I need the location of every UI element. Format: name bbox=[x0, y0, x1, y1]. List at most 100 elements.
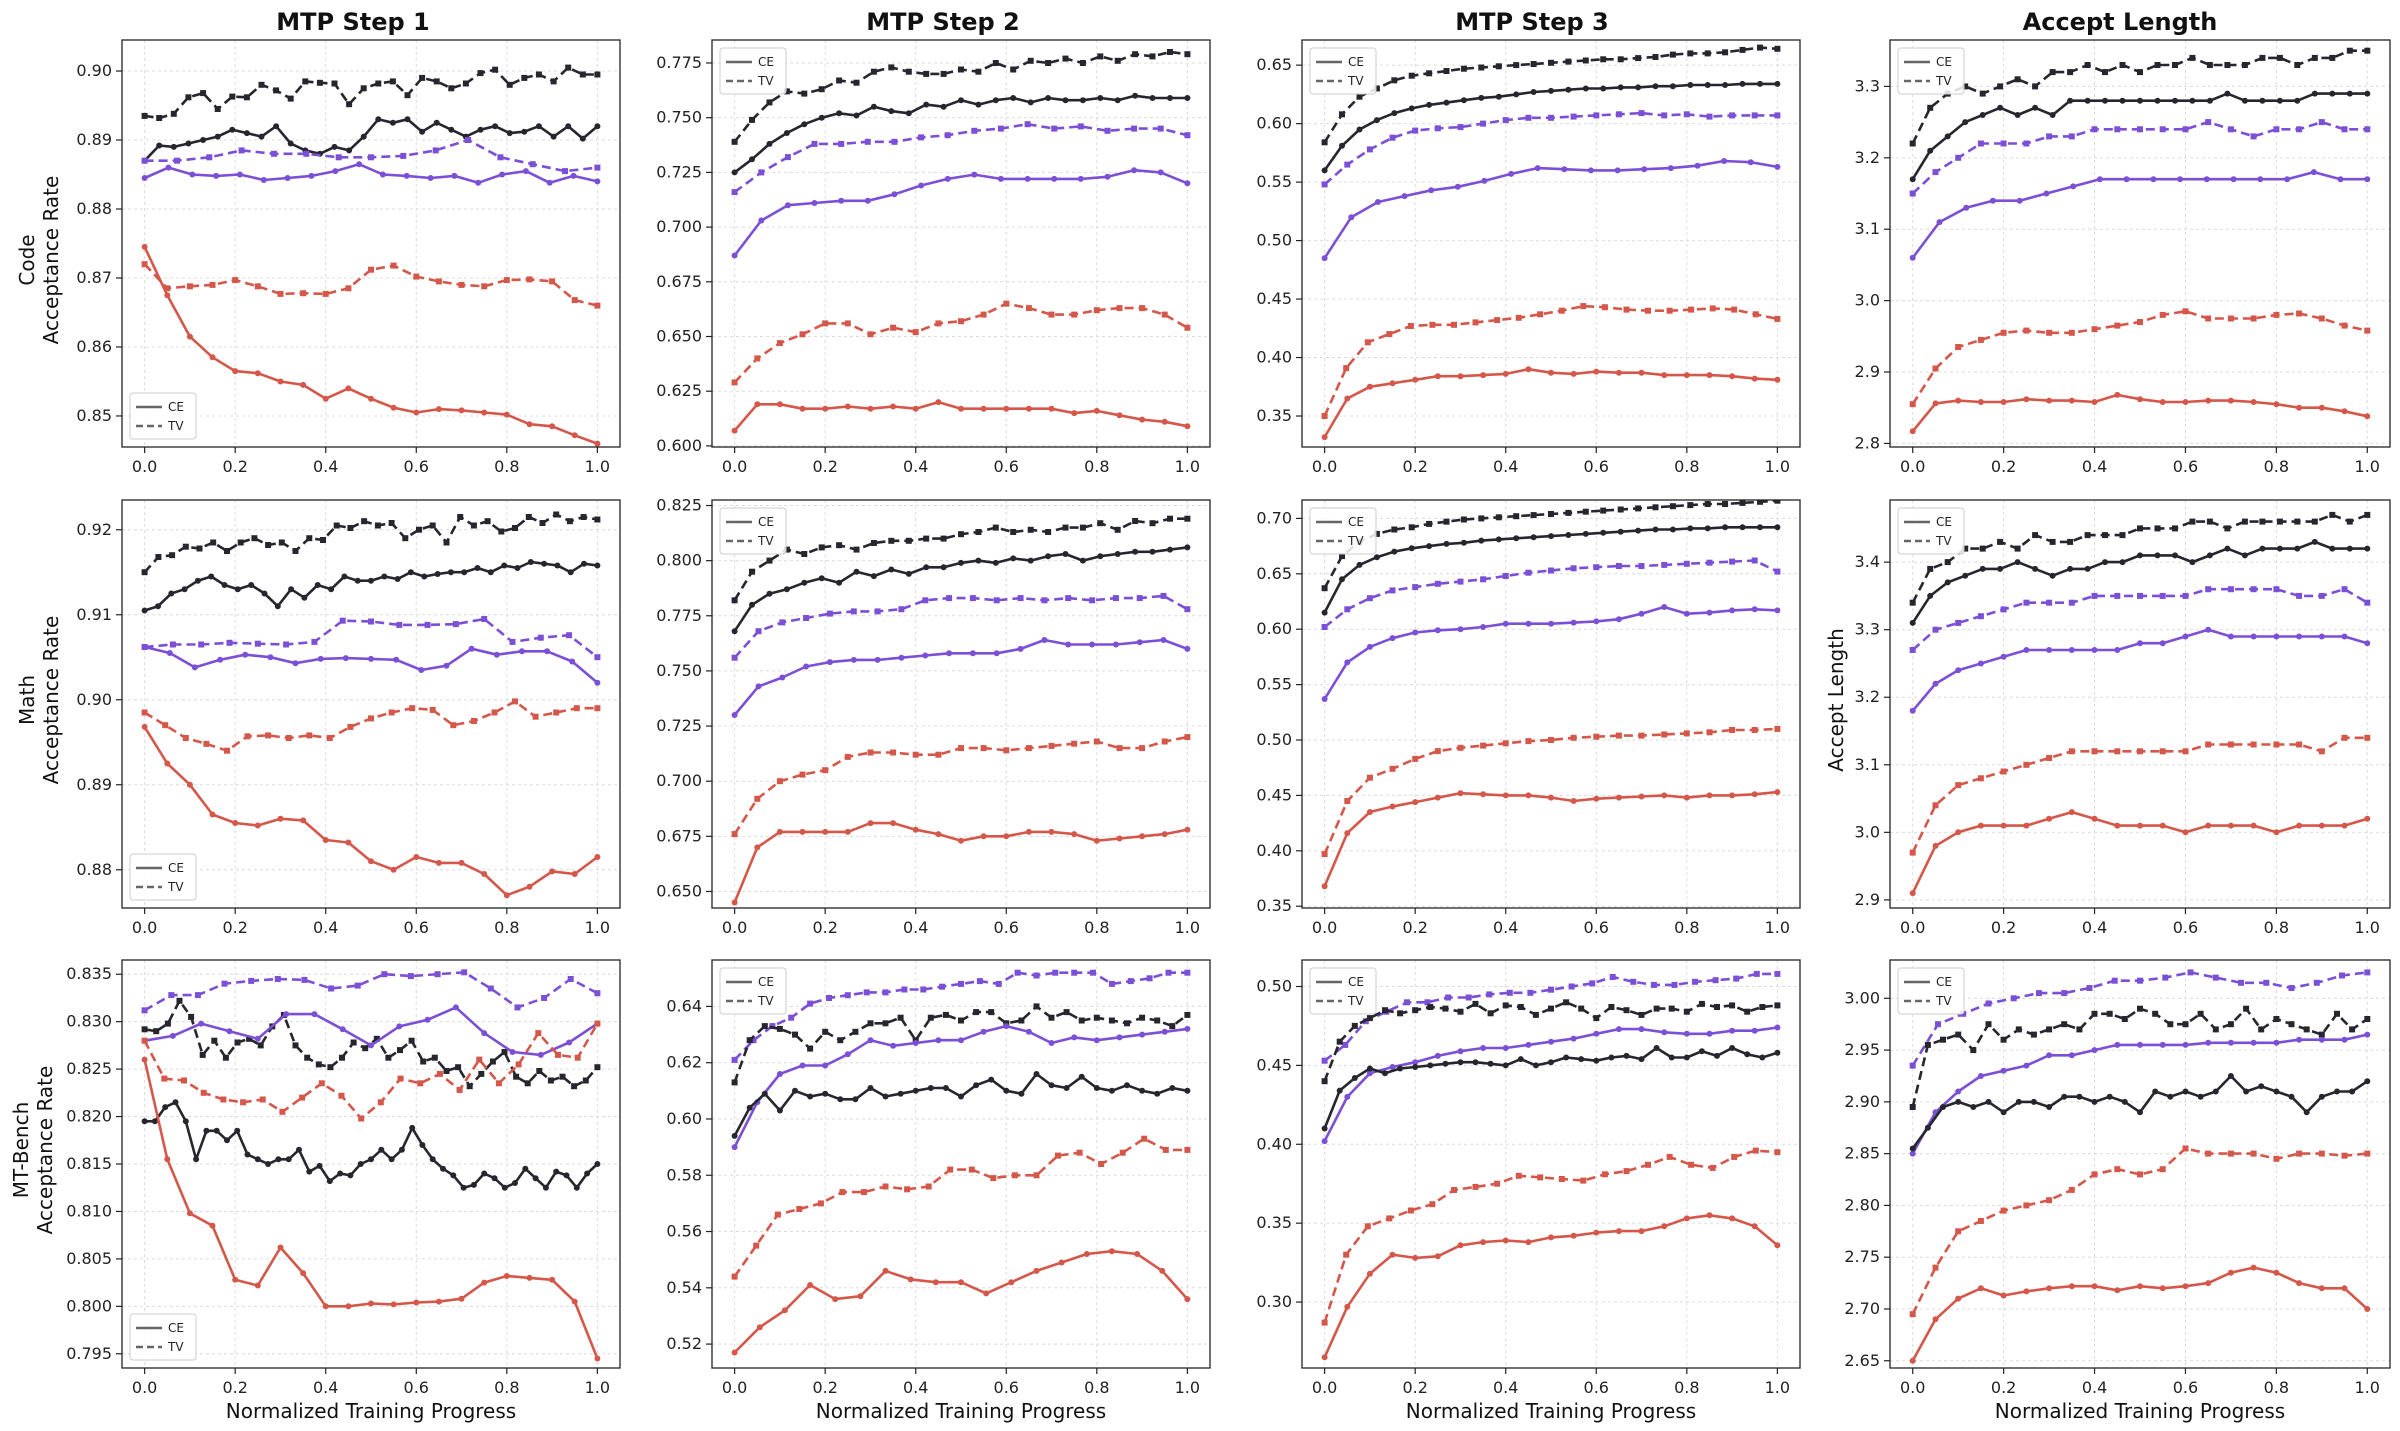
data-point bbox=[1962, 572, 1969, 579]
data-point bbox=[470, 522, 477, 529]
data-point bbox=[1445, 994, 1452, 1001]
series-line-purple-solid bbox=[144, 645, 599, 684]
series-line-red-solid bbox=[733, 1249, 1189, 1354]
data-point bbox=[935, 751, 942, 758]
data-point bbox=[409, 1124, 416, 1131]
data-point bbox=[1169, 1023, 1176, 1030]
data-point bbox=[863, 989, 870, 996]
data-point bbox=[2189, 518, 2196, 525]
data-point bbox=[1339, 111, 1345, 118]
data-point bbox=[1593, 1057, 1600, 1064]
data-point bbox=[2273, 126, 2280, 133]
data-point bbox=[1927, 565, 1934, 572]
data-point bbox=[1623, 1052, 1630, 1059]
data-point bbox=[1729, 1002, 1736, 1009]
data-point bbox=[265, 542, 272, 548]
data-point bbox=[535, 1030, 542, 1037]
data-point bbox=[1480, 1239, 1487, 1246]
data-point bbox=[2241, 552, 2248, 559]
series-line-red-dashed bbox=[733, 1137, 1188, 1278]
data-point bbox=[274, 976, 281, 982]
data-point bbox=[905, 570, 912, 577]
data-point bbox=[853, 79, 860, 86]
data-point bbox=[756, 1324, 763, 1331]
data-point bbox=[1160, 592, 1167, 599]
data-point bbox=[155, 603, 161, 610]
legend-label-tv: TV bbox=[1347, 74, 1364, 88]
data-point bbox=[1927, 592, 1934, 599]
data-point bbox=[526, 276, 533, 283]
data-point bbox=[398, 1146, 405, 1153]
data-point bbox=[1970, 1104, 1977, 1110]
data-point bbox=[923, 70, 930, 77]
data-point bbox=[1747, 159, 1754, 166]
data-point bbox=[2084, 565, 2091, 572]
data-point bbox=[316, 79, 323, 86]
plot-frame bbox=[711, 39, 1211, 448]
x-tick-label: 0.8 bbox=[1084, 918, 1109, 937]
data-point bbox=[2224, 545, 2231, 552]
data-point bbox=[912, 826, 919, 833]
data-point bbox=[2086, 985, 2093, 991]
data-point bbox=[1472, 1059, 1479, 1066]
y-tick-label: 0.64 bbox=[666, 996, 702, 1015]
data-point bbox=[2049, 538, 2056, 545]
legend-label-tv: TV bbox=[757, 994, 774, 1008]
data-point bbox=[221, 980, 228, 987]
y-tick-label: 0.62 bbox=[666, 1053, 702, 1072]
data-point bbox=[731, 899, 738, 906]
data-point bbox=[1502, 1002, 1509, 1009]
data-point bbox=[1757, 80, 1763, 87]
data-point bbox=[1478, 537, 1485, 544]
data-point bbox=[265, 732, 272, 739]
data-point bbox=[939, 983, 946, 990]
data-point bbox=[1407, 1207, 1414, 1214]
data-point bbox=[2296, 310, 2303, 317]
data-point bbox=[2159, 592, 2166, 599]
data-point bbox=[214, 106, 221, 112]
series-group bbox=[1321, 500, 1781, 890]
data-point bbox=[1704, 501, 1711, 507]
data-point bbox=[141, 1118, 148, 1125]
data-point bbox=[1134, 1251, 1141, 1257]
data-point bbox=[2137, 1109, 2143, 1116]
data-point bbox=[2296, 741, 2303, 748]
data-point bbox=[1386, 1215, 1393, 1222]
data-point bbox=[1487, 1060, 1494, 1067]
data-point bbox=[2303, 1109, 2310, 1116]
data-point bbox=[2227, 586, 2234, 593]
data-point bbox=[368, 154, 374, 161]
x-tick-label: 1.0 bbox=[1765, 1378, 1790, 1397]
data-point bbox=[1698, 1000, 1705, 1007]
data-point bbox=[1077, 175, 1084, 182]
data-point bbox=[1114, 57, 1121, 64]
data-point bbox=[396, 621, 403, 628]
data-point bbox=[2182, 1021, 2189, 1028]
data-point bbox=[186, 1210, 193, 1217]
data-point bbox=[1132, 548, 1139, 555]
data-point bbox=[2364, 413, 2371, 420]
data-point bbox=[306, 732, 313, 739]
data-point bbox=[284, 175, 291, 181]
data-point bbox=[1615, 616, 1622, 623]
data-point bbox=[1909, 1145, 1916, 1152]
data-point bbox=[1668, 1054, 1675, 1061]
series-line-black-solid bbox=[1911, 92, 2368, 180]
data-point bbox=[492, 123, 499, 130]
data-point bbox=[1962, 119, 1969, 126]
data-point bbox=[1374, 199, 1381, 205]
data-point bbox=[452, 1004, 459, 1011]
data-point bbox=[209, 354, 216, 361]
data-point bbox=[1909, 190, 1916, 197]
x-tick-label: 0.2 bbox=[222, 457, 247, 476]
data-point bbox=[882, 989, 889, 996]
data-point bbox=[1706, 559, 1713, 566]
data-point bbox=[754, 401, 761, 408]
data-point bbox=[1962, 83, 1969, 90]
data-point bbox=[1683, 1215, 1690, 1222]
data-point bbox=[220, 1096, 227, 1103]
data-point bbox=[2000, 140, 2007, 147]
y-tick-label: 0.800 bbox=[656, 551, 702, 570]
